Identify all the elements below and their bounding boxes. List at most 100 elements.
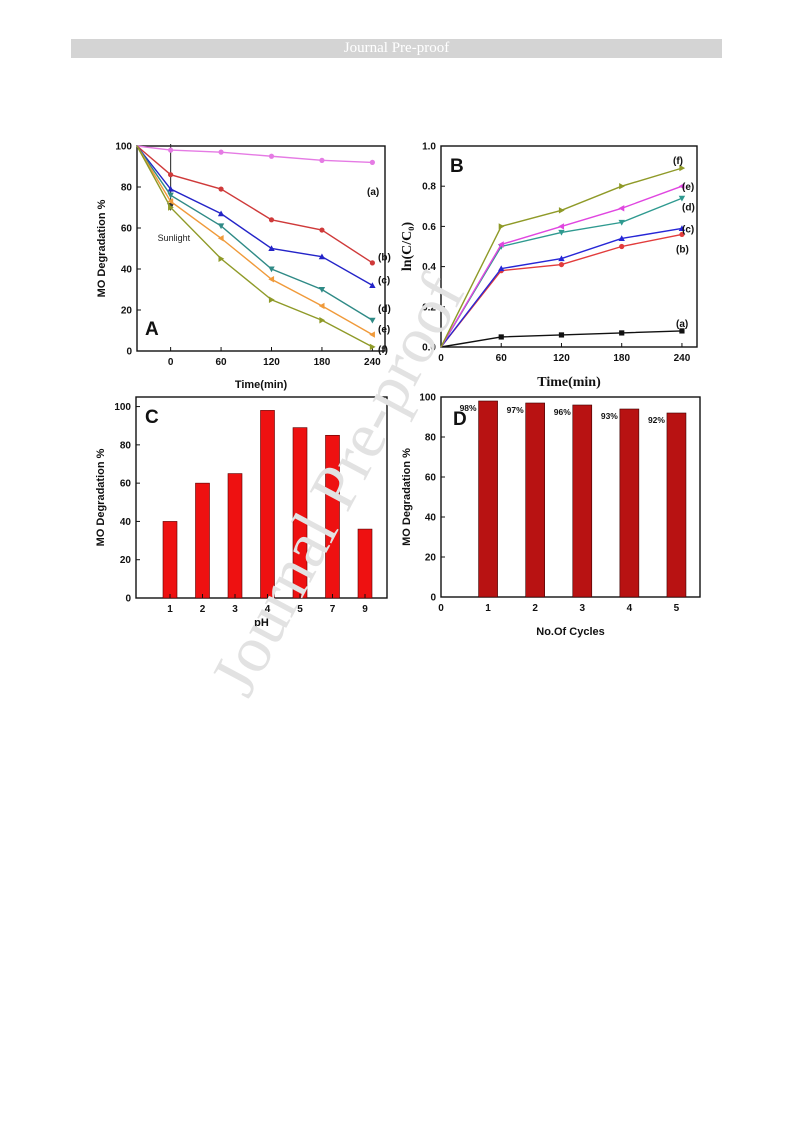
panel-c-y-tick-label: 60 [120, 479, 132, 490]
panel-c-x-tick-label: 7 [330, 604, 336, 615]
panel-d-y-tick-label: 60 [425, 473, 437, 484]
panel-d-x-tick-label: 4 [627, 603, 633, 614]
panel-c-x-tick-label: 3 [232, 604, 238, 615]
panel-d-y-tick-label: 0 [430, 593, 436, 604]
panel-a-data-point [268, 153, 275, 159]
panel-d-x-tick-label: 1 [485, 603, 491, 614]
panel-d-plot-frame [440, 396, 701, 598]
panel-a-series-label: (a) [367, 187, 379, 198]
panel-a-series-label: (c) [378, 275, 390, 286]
panel-c-x-tick-label: 4 [265, 604, 271, 615]
panel-a-data-point [369, 282, 376, 288]
panel-b-data-point [678, 183, 685, 190]
panel-a-x-tick-label: 60 [216, 357, 228, 368]
panel-d-x-tick-label: 3 [579, 603, 585, 614]
panel-a-data-point [268, 245, 275, 252]
panel-b-data-point [498, 223, 505, 230]
panel-a-data-point [168, 204, 174, 211]
panel-a-data-point [369, 343, 376, 351]
panel-b-letter: B [450, 156, 464, 177]
panel-a-data-point [318, 253, 326, 260]
panel-a-x-tick-label: 0 [168, 357, 174, 368]
panel-d-bar-value-label: 97% [507, 405, 524, 415]
panel-d-bar-value-label: 96% [554, 407, 571, 417]
journal-header-bar: Journal Pre-proof [71, 39, 722, 58]
panel-b-data-point [558, 207, 565, 214]
panel-b-series-label: (c) [682, 224, 694, 235]
panel-b-y-tick-label: 0.4 [422, 262, 436, 273]
panel-a-series-label: (e) [378, 324, 390, 335]
panel-c-x-axis-label: pH [254, 617, 269, 629]
panel-a-data-point [167, 198, 174, 205]
panel-c-y-tick-label: 20 [120, 555, 132, 566]
panel-b-data-point [678, 225, 686, 231]
panel-a-data-point [319, 157, 325, 163]
panel-a-y-tick-label: 0 [126, 347, 132, 358]
panel-c-bar [357, 528, 373, 599]
panel-d-bar-value-label: 93% [601, 411, 618, 421]
panel-a-series-line-f [136, 145, 373, 348]
panel-a-x-tick-label: 120 [263, 357, 280, 368]
panel-b-data-point [618, 205, 625, 212]
panel-c-y-tick-label: 40 [120, 517, 132, 528]
panel-a-series-line-b [136, 145, 373, 264]
panel-a-data-point [369, 159, 375, 165]
panel-a-series-line-e [136, 145, 373, 336]
panel-a-data-point [268, 276, 275, 283]
panel-a-data-point [218, 186, 224, 192]
panel-b-y-tick-label: 0.2 [422, 302, 436, 313]
panel-b-data-point [498, 241, 504, 248]
panel-d-x-tick-label: 2 [532, 603, 538, 614]
panel-b-data-point [618, 235, 625, 242]
panel-a-y-tick-label: 100 [115, 142, 132, 153]
panel-a-series-label: (f) [378, 345, 388, 356]
panel-b-data-point [618, 219, 625, 226]
panel-b-data-point [498, 334, 504, 340]
panel-a-series-label: (b) [378, 253, 391, 264]
panel-c-x-tick-label: 2 [200, 604, 206, 615]
panel-b-data-point [619, 183, 625, 190]
panel-a-series-line-c [136, 145, 373, 287]
panel-a-data-point [268, 266, 275, 273]
panel-b-data-point [619, 243, 625, 250]
panel-a-plot-frame [136, 145, 386, 352]
panel-b-data-point [558, 261, 565, 268]
panel-a-data-point [318, 286, 326, 293]
panel-d-y-axis-label: MO Degradation % [401, 448, 413, 546]
panel-a-data-point [168, 172, 174, 178]
panel-c-y-tick-label: 0 [125, 594, 131, 605]
panel-b-y-tick-label: 1.0 [422, 142, 436, 153]
panel-d-bar [666, 412, 687, 598]
panel-b-x-tick-label: 180 [613, 353, 630, 364]
panel-a-data-point [319, 317, 326, 324]
panel-a-data-point [167, 192, 174, 199]
panel-c-bar-chart: 0 20 40 60 80 100 1 2 3 4 5 7 9 pH MO Degradation % C [95, 396, 388, 629]
panel-b-series-label: (a) [676, 319, 688, 330]
panel-d-bar [572, 404, 593, 598]
panel-b-x-axis-label: Time(min) [537, 375, 601, 390]
panel-a-data-point [218, 149, 224, 155]
panel-a-data-point [268, 217, 275, 223]
panel-a-series-label: (d) [378, 304, 391, 315]
panel-d-bar-chart: 0 20 40 60 80 100 0 1 2 3 4 5 98% 97% 96% 93% 92% No.Of C… [401, 393, 701, 638]
panel-d-bar-value-label: 92% [648, 415, 665, 425]
sunlight-annotation: Sunlight [158, 233, 191, 243]
panel-d-y-tick-label: 80 [425, 433, 437, 444]
panel-a-data-point [218, 255, 225, 262]
panel-a-data-point [168, 147, 174, 153]
panel-d-bar-value-label: 98% [460, 403, 477, 413]
panel-d-x-tick-label: 5 [674, 603, 680, 614]
panel-d-x-tick-label: 0 [438, 603, 444, 614]
panel-b-data-point [679, 164, 686, 172]
panel-d-y-tick-label: 100 [419, 393, 436, 404]
panel-d-bar [525, 402, 545, 598]
panel-a-y-axis-label: MO Degradation % [96, 199, 108, 297]
panel-b-data-point [678, 195, 686, 202]
panel-a-line-chart: 0 20 40 60 80 100 0 60 120 180 240 Time(min) MO Degr… [96, 142, 391, 392]
panel-a-series-line-a [136, 145, 373, 164]
panel-d-x-axis-label: No.Of Cycles [536, 626, 604, 638]
panel-b-series-label: (e) [682, 182, 694, 193]
panel-c-letter: C [145, 407, 159, 428]
panel-b-series-label: (b) [676, 245, 689, 256]
panel-d-y-tick-label: 40 [425, 513, 437, 524]
